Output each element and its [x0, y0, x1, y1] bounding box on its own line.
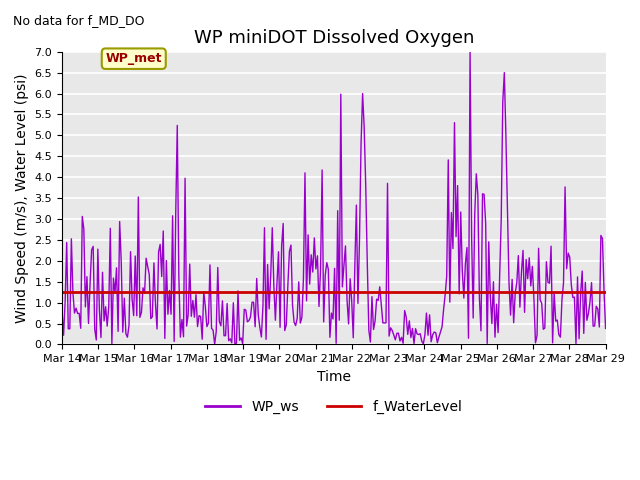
Text: No data for f_MD_DO: No data for f_MD_DO — [13, 14, 144, 27]
WP_ws — [349, 335, 357, 341]
WP_ws — [597, 233, 605, 239]
WP_ws — [582, 279, 589, 285]
f_WaterLevel — [602, 289, 609, 295]
WP_ws — [203, 324, 211, 330]
f_WaterLevel — [309, 289, 317, 295]
X-axis label: Time: Time — [317, 370, 351, 384]
WP_ws — [602, 325, 609, 331]
WP_ws — [381, 320, 388, 326]
f_WaterLevel — [579, 289, 586, 295]
Y-axis label: Wind Speed (m/s), Water Level (psi): Wind Speed (m/s), Water Level (psi) — [15, 73, 29, 323]
f_WaterLevel — [594, 289, 602, 295]
f_WaterLevel — [379, 289, 387, 295]
WP_ws — [310, 235, 318, 241]
f_WaterLevel — [203, 289, 211, 295]
Title: WP miniDOT Dissolved Oxygen: WP miniDOT Dissolved Oxygen — [194, 29, 474, 48]
Text: WP_met: WP_met — [106, 52, 162, 65]
f_WaterLevel — [58, 289, 66, 295]
WP_ws — [211, 341, 218, 347]
WP_ws — [58, 308, 66, 314]
Line: WP_ws: WP_ws — [62, 52, 605, 344]
f_WaterLevel — [348, 289, 356, 295]
WP_ws — [466, 49, 474, 55]
Legend: WP_ws, f_WaterLevel: WP_ws, f_WaterLevel — [200, 394, 468, 420]
